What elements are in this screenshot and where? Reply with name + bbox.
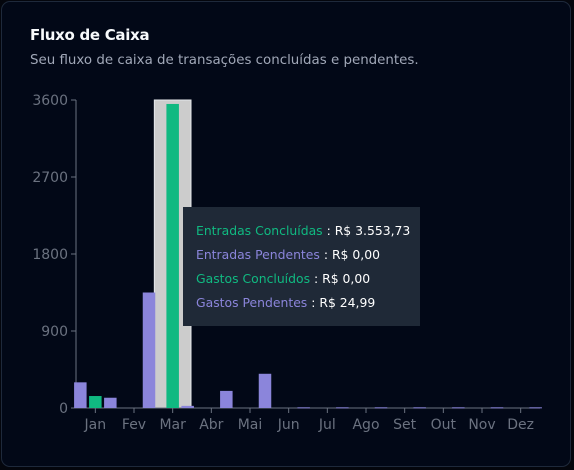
tooltip-label: Entradas Pendentes	[196, 247, 320, 262]
tooltip-row-entradas-concluidas: Entradas Concluídas : R$ 3.553,73	[196, 222, 420, 246]
y-tick-label: 3600	[32, 93, 68, 109]
tooltip-label: Gastos Concluídos	[196, 271, 311, 286]
bar	[374, 407, 388, 409]
bar	[142, 292, 156, 408]
tooltip-value: R$ 24,99	[319, 295, 376, 310]
x-tick-label: Set	[393, 417, 417, 433]
tooltip-row-entradas-pendentes: Entradas Pendentes : R$ 0,00	[196, 246, 420, 270]
bar	[166, 103, 179, 409]
x-tick-label: Jul	[318, 417, 336, 433]
bar	[258, 373, 272, 408]
x-tick-label: Fev	[122, 417, 146, 433]
tooltip-separator: :	[319, 247, 332, 262]
tooltip-row-gastos-concluidos: Gastos Concluídos : R$ 0,00	[196, 270, 420, 294]
bar	[74, 382, 87, 408]
tooltip-separator: :	[307, 295, 320, 310]
bar	[297, 407, 310, 409]
bar	[220, 390, 233, 408]
tooltip-separator: :	[322, 223, 335, 238]
tooltip-value: R$ 3.553,73	[334, 223, 411, 238]
x-tick-label: Out	[431, 417, 457, 433]
bar	[529, 407, 542, 409]
chart-tooltip: Entradas Concluídas : R$ 3.553,73 Entrad…	[183, 207, 420, 326]
bar	[104, 397, 117, 408]
x-tick-label: Ago	[352, 417, 379, 433]
y-tick-label: 0	[59, 401, 68, 417]
y-tick-label: 900	[41, 324, 68, 340]
bar	[89, 396, 102, 408]
bar	[490, 407, 504, 409]
bar	[181, 405, 194, 408]
tooltip-value: R$ 0,00	[322, 271, 371, 286]
y-tick-label: 1800	[32, 247, 68, 263]
x-tick-label: Dez	[507, 417, 534, 433]
bar	[336, 407, 349, 409]
x-tick-label: Mar	[159, 417, 186, 433]
bar	[413, 407, 426, 409]
x-tick-label: Jun	[277, 417, 300, 433]
tooltip-value: R$ 0,00	[331, 247, 380, 262]
x-tick-label: Abr	[199, 417, 223, 433]
tooltip-label: Gastos Pendentes	[196, 295, 308, 310]
x-tick-label: Jan	[84, 417, 107, 433]
bar	[452, 407, 465, 409]
card-subtitle: Seu fluxo de caixa de transações concluí…	[30, 53, 419, 68]
card-title: Fluxo de Caixa	[30, 26, 150, 44]
x-tick-label: Mai	[238, 417, 263, 433]
tooltip-label: Entradas Concluídas	[196, 223, 323, 238]
y-tick-label: 2700	[32, 170, 68, 186]
x-tick-label: Nov	[468, 417, 495, 433]
tooltip-separator: :	[310, 271, 323, 286]
tooltip-row-gastos-pendentes: Gastos Pendentes : R$ 24,99	[196, 294, 420, 318]
